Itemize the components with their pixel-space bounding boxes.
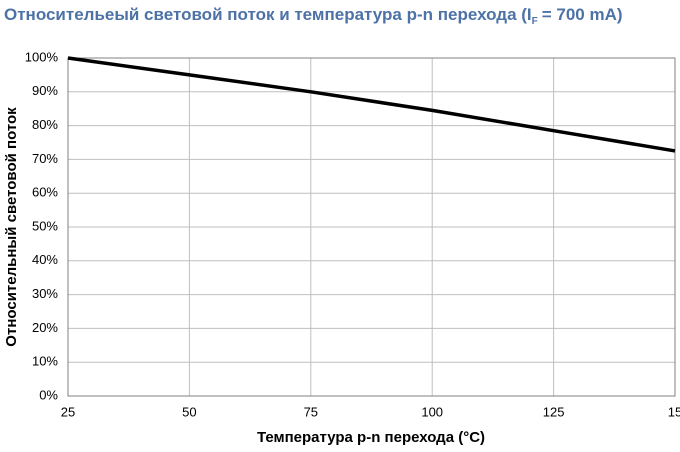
title-main: Относительеый световой поток и температу… [4,5,532,24]
y-tick-label: 80% [32,117,58,132]
y-tick-label: 10% [32,354,58,369]
x-tick-label: 100 [421,404,443,419]
y-tick-label: 50% [32,218,58,233]
chart-title: Относительеый световой поток и температу… [4,5,623,26]
y-tick-label: 0% [39,387,58,402]
x-tick-label: 50 [182,404,196,419]
x-tick-label: 125 [543,404,565,419]
plot-border [67,57,676,397]
x-tick-label: 75 [304,404,318,419]
title-end: = 700 mA) [542,5,623,24]
y-tick-label: 90% [32,83,58,98]
y-axis-title: Относительный световой поток [3,107,20,347]
y-tick-label: 20% [32,320,58,335]
x-tick-label: 25 [61,404,75,419]
y-tick-label: 100% [25,49,59,64]
y-tick-label: 60% [32,185,58,200]
x-tick-label: 15 [668,404,680,419]
data-line [67,56,676,153]
y-tick-label: 70% [32,151,58,166]
x-axis-title: Температура p-n перехода (°C) [257,429,485,446]
y-tick-label: 40% [32,252,58,267]
title-subscript: F [532,16,538,27]
y-tick-label: 30% [32,286,58,301]
